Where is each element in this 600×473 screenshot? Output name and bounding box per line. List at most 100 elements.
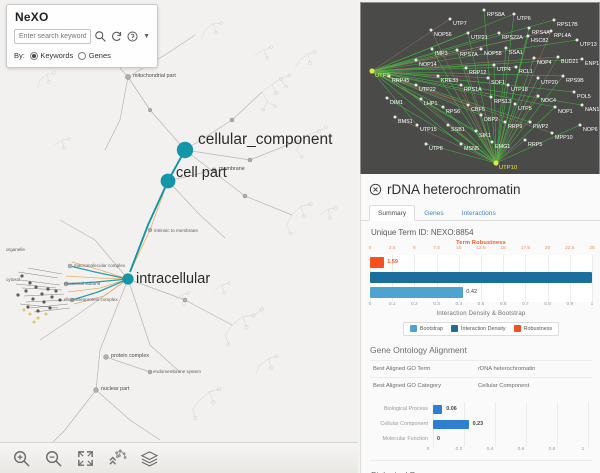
- legend-interaction-density: Interaction Density: [450, 325, 506, 332]
- go-bar-track: 0.06: [433, 401, 592, 417]
- search-panel[interactable]: NeXO: [6, 4, 158, 68]
- network-node[interactable]: [455, 48, 459, 52]
- search-icon[interactable]: [94, 30, 107, 43]
- network-node[interactable]: [448, 17, 452, 21]
- network-node[interactable]: [419, 97, 423, 101]
- network-node[interactable]: [526, 34, 530, 38]
- tab-interactions[interactable]: Interactions: [461, 210, 496, 217]
- network-node[interactable]: [459, 83, 463, 87]
- network-node[interactable]: [474, 129, 478, 133]
- radio-keywords-label: Keywords: [40, 51, 74, 60]
- network-node[interactable]: [436, 74, 440, 78]
- network-node[interactable]: [489, 95, 493, 99]
- network-node[interactable]: [479, 113, 483, 117]
- network-node[interactable]: [506, 83, 510, 87]
- layers-icon[interactable]: [140, 449, 159, 468]
- help-icon[interactable]: [126, 30, 139, 43]
- network-node[interactable]: [549, 29, 553, 33]
- collapse-tree-icon[interactable]: [108, 449, 127, 468]
- network-node[interactable]: [430, 47, 434, 51]
- close-circle-icon[interactable]: [369, 183, 382, 196]
- network-node[interactable]: [466, 103, 470, 107]
- network-node[interactable]: [514, 65, 518, 69]
- network-node[interactable]: [466, 31, 470, 35]
- network-node[interactable]: [492, 63, 496, 67]
- network-node[interactable]: [414, 58, 418, 62]
- tab-genes[interactable]: Genes: [424, 210, 444, 217]
- tab-summary[interactable]: Summary: [369, 205, 416, 221]
- network-node[interactable]: [553, 105, 557, 109]
- network-node[interactable]: [497, 31, 501, 35]
- network-node[interactable]: [532, 56, 536, 60]
- gene-label: IMP3: [435, 51, 448, 57]
- gene-label: NOP6: [583, 127, 598, 133]
- network-node[interactable]: [572, 90, 576, 94]
- network-node[interactable]: [552, 18, 556, 22]
- gene-label: LHP1: [424, 101, 438, 107]
- gene-label: RPS22A: [502, 35, 523, 41]
- network-node[interactable]: [550, 131, 554, 135]
- network-node[interactable]: [527, 26, 531, 30]
- network-node[interactable]: [556, 55, 560, 59]
- network-node[interactable]: [512, 12, 516, 16]
- axis-tick: 25: [589, 245, 595, 251]
- network-node[interactable]: [561, 74, 565, 78]
- zoom-out-icon[interactable]: [44, 449, 63, 468]
- network-node[interactable]: [486, 76, 490, 80]
- network-node[interactable]: [490, 140, 494, 144]
- radio-genes[interactable]: Genes: [78, 51, 111, 60]
- network-node[interactable]: [503, 120, 507, 124]
- fit-to-screen-icon[interactable]: [76, 449, 95, 468]
- chart-top-axis: 0 2.5 5 7.5 10 12.5 15 17.5 20 22.5 25: [369, 245, 595, 255]
- network-node[interactable]: [479, 47, 483, 51]
- network-node[interactable]: [429, 28, 433, 32]
- gene-label: RRP12: [469, 70, 486, 76]
- network-node[interactable]: [385, 96, 389, 100]
- radio-genes-dot: [78, 51, 87, 60]
- robustness-chart: Term Robustness 0 2.5 5 7.5 10 12.5 15 17.5 20 22…: [361, 240, 600, 336]
- network-node[interactable]: [513, 102, 517, 106]
- radio-genes-label: Genes: [88, 51, 111, 60]
- network-node[interactable]: [536, 94, 540, 98]
- gridline: [588, 416, 589, 432]
- network-node[interactable]: [482, 8, 486, 12]
- go-bar-value: 0.23: [472, 420, 484, 427]
- axis-tick: 7.5: [433, 245, 440, 251]
- bar-interaction-density: [370, 271, 592, 283]
- network-node[interactable]: [387, 74, 391, 78]
- network-node[interactable]: [580, 103, 584, 107]
- network-node[interactable]: [504, 46, 508, 50]
- network-node[interactable]: [441, 105, 445, 109]
- biological-process-heading: Biological Process: [370, 459, 592, 473]
- ontology-tree-canvas[interactable]: cellular_component cell part intracellul…: [0, 0, 358, 473]
- network-node[interactable]: [424, 142, 428, 146]
- axis-tick: 1: [590, 301, 594, 307]
- node-intracellular: [122, 273, 134, 285]
- zoom-in-icon[interactable]: [12, 449, 31, 468]
- network-hub-node[interactable]: [369, 68, 375, 74]
- network-node[interactable]: [523, 138, 527, 142]
- network-node[interactable]: [446, 123, 450, 127]
- reset-icon[interactable]: [110, 30, 123, 43]
- network-node[interactable]: [459, 142, 463, 146]
- network-node[interactable]: [415, 123, 419, 127]
- network-node[interactable]: [580, 57, 584, 61]
- network-node[interactable]: [528, 120, 532, 124]
- search-input[interactable]: [14, 29, 92, 44]
- network-hub-node[interactable]: [493, 160, 499, 166]
- network-node[interactable]: [575, 38, 579, 42]
- radio-keywords[interactable]: Keywords: [29, 51, 74, 60]
- network-node[interactable]: [578, 123, 582, 127]
- network-node[interactable]: [393, 115, 397, 119]
- term-info-panel[interactable]: rDNA heterochromatin Summary Genes Inter…: [360, 174, 600, 473]
- network-node[interactable]: [464, 66, 468, 70]
- axis-tick: 20: [544, 245, 551, 251]
- view-toolbar[interactable]: [0, 442, 358, 473]
- network-node[interactable]: [414, 83, 418, 87]
- network-node[interactable]: [536, 76, 540, 80]
- axis-tick: 10: [456, 245, 462, 251]
- gene-interaction-network[interactable]: UTP9 UTP7 RPS8A UTP6 RPS17B NOP56 UTP21 RPS22A R…: [360, 2, 600, 176]
- chevron-down-icon[interactable]: ▼: [143, 33, 150, 40]
- gene-label: RPS7A: [460, 52, 478, 58]
- info-tabs[interactable]: Summary Genes Interactions: [361, 201, 600, 221]
